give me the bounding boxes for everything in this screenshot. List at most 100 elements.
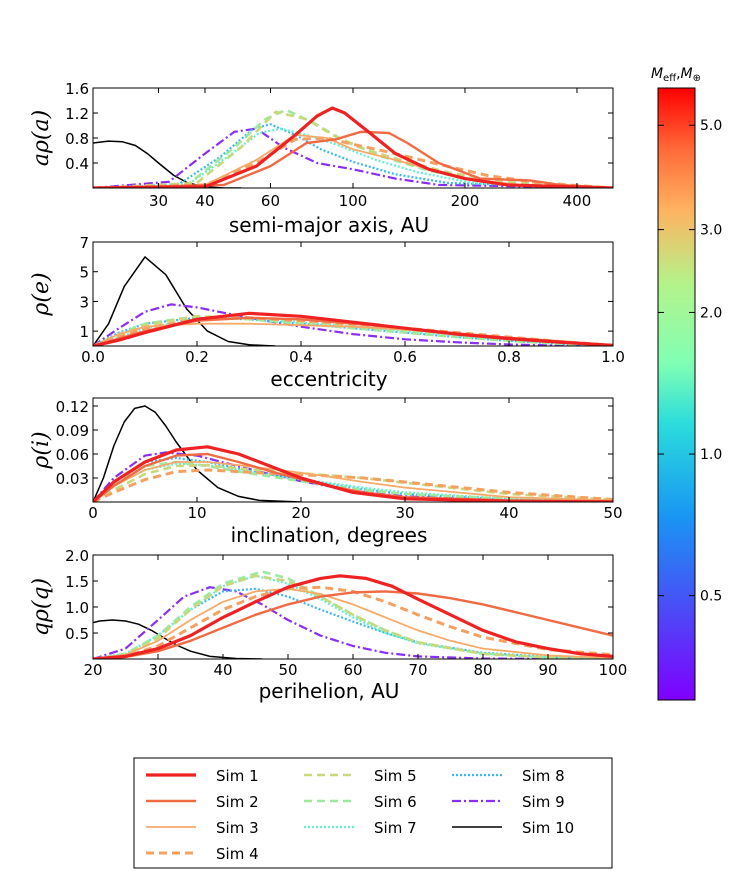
colorbar-tick-label: 3.0 [700,223,722,239]
legend-item-sim-10: Sim 10 [452,819,574,837]
legend-item-sim-2: Sim 2 [146,793,259,811]
inclination-ytick-label: 0.09 [56,422,89,440]
inclination-xtick-label: 20 [291,504,310,522]
perihelion-line-sim-9 [93,586,613,659]
panel-semimajor: 30 40 60 100 200 400 0.4 0.8 1.2 1.6 semi-major ax… [29,80,614,237]
eccentricity-ytick-label: 7 [79,234,89,252]
inclination-xtick-label: 10 [187,504,206,522]
semimajor-line-sim-1 [93,106,613,188]
semimajor-line-sim-4 [93,136,613,188]
semimajor-xtick-label: 200 [451,192,480,210]
eccentricity-ytick-label: 5 [79,264,89,282]
semimajor-series [93,106,613,188]
perihelion-xtick-label: 90 [538,661,557,679]
colorbar-ticks: 5.0 3.0 2.0 1.0 0.5 [658,118,722,605]
semimajor-xlabel: semi-major axis, AU [229,213,429,237]
semimajor-line-sim-8 [93,123,613,188]
semimajor-xtick-label: 60 [261,192,280,210]
eccentricity-ylabel: ρ(e) [29,272,54,316]
perihelion-ytick-label: 1.0 [65,599,89,617]
legend-label: Sim 5 [374,767,417,785]
inclination-xtick-label: 0 [88,504,98,522]
semimajor-ytick-label: 0.4 [65,155,89,173]
legend-item-sim-7: Sim 7 [304,819,417,837]
perihelion-xtick-label: 60 [343,661,362,679]
semimajor-xtick-label: 30 [149,192,168,210]
perihelion-ylabel: qρ(q) [29,578,54,636]
perihelion-xtick-label: 30 [148,661,167,679]
legend-item-sim-6: Sim 6 [304,793,417,811]
eccentricity-axes-frame [92,241,614,347]
perihelion-xlabel: perihelion, AU [259,679,400,703]
legend-item-sim-4: Sim 4 [146,845,259,863]
perihelion-line-sim-4 [93,585,613,659]
semimajor-xtick-label: 40 [195,192,214,210]
colorbar-tick-label: 2.0 [700,305,722,321]
legend-item-sim-9: Sim 9 [452,793,565,811]
eccentricity-series [93,256,613,346]
semimajor-ytick-label: 1.2 [65,105,89,123]
legend-label: Sim 7 [374,819,417,837]
legend-item-sim-3: Sim 3 [146,819,259,837]
semimajor-xtick-label: 400 [563,192,592,210]
semimajor-line-sim-5 [93,110,613,188]
legend-label: Sim 9 [522,793,565,811]
inclination-xtick-label: 50 [603,504,622,522]
eccentricity-ytick-label: 3 [79,293,89,311]
panel-inclination: 0 10 20 30 40 50 0.03 0.06 0.09 0.12 inclination, … [29,397,623,547]
eccentricity-ytick-label: 1 [79,323,89,341]
eccentricity-xtick-label: 0.6 [393,348,417,366]
colorbar: Meff,M⊕ 5.0 3.0 2.0 1.0 0.5 [651,66,722,701]
legend-box [133,757,613,869]
legend-items: Sim 1 Sim 2 Sim 3 Sim 4 Sim 5 Sim 6 Sim 7 Sim 8… [146,767,574,863]
legend-item-sim-8: Sim 8 [452,767,565,785]
eccentricity-xtick-label: 0.2 [185,348,209,366]
semimajor-line-sim-9 [93,127,613,188]
semimajor-ylabel: aρ(a) [29,110,54,166]
colorbar-tick-label: 5.0 [700,118,722,134]
legend-label: Sim 1 [216,767,259,785]
perihelion-xtick-label: 100 [599,661,628,679]
semimajor-xtick-label: 100 [339,192,368,210]
inclination-ytick-label: 0.03 [56,470,89,488]
inclination-line-sim-5 [93,463,613,502]
legend-label: Sim 8 [522,767,565,785]
legend: Sim 1 Sim 2 Sim 3 Sim 4 Sim 5 Sim 6 Sim 7 Sim 8… [133,757,613,869]
colorbar-gradient [657,87,696,701]
inclination-ytick-label: 0.06 [56,446,89,464]
inclination-series [93,405,613,502]
inclination-ytick-label: 0.12 [56,398,89,416]
inclination-line-sim-10 [93,405,302,502]
eccentricity-xtick-label: 0.4 [289,348,313,366]
legend-label: Sim 4 [216,845,259,863]
perihelion-ytick-label: 1.5 [65,573,89,591]
perihelion-line-sim-3 [93,587,613,659]
inclination-xtick-label: 30 [395,504,414,522]
inclination-line-sim-1 [93,445,613,502]
legend-label: Sim 6 [374,793,417,811]
perihelion-ytick-label: 2.0 [65,547,89,565]
legend-item-sim-1: Sim 1 [146,767,259,785]
eccentricity-xlabel: eccentricity [270,367,387,391]
semimajor-line-sim-2 [93,130,613,188]
perihelion-ytick-label: 0.5 [65,625,89,643]
semimajor-ytick-label: 1.6 [65,80,89,98]
perihelion-line-sim-2 [93,590,613,659]
eccentricity-line-sim-1 [93,311,613,346]
perihelion-xtick-label: 80 [473,661,492,679]
eccentricity-xtick-label: 0.0 [81,348,105,366]
legend-item-sim-5: Sim 5 [304,767,417,785]
eccentricity-line-sim-10 [93,256,276,346]
panel-perihelion: 20 30 40 50 60 70 80 90 100 0.5 1.0 1.5 2.0 perihelio… [29,547,627,703]
inclination-xtick-label: 40 [499,504,518,522]
semimajor-line-sim-7 [93,127,613,188]
legend-label: Sim 10 [522,819,574,837]
colorbar-tick-label: 1.0 [700,447,722,463]
colorbar-label: Meff,M⊕ [651,66,701,84]
semimajor-ytick-label: 0.8 [65,130,89,148]
legend-label: Sim 2 [216,793,259,811]
perihelion-xtick-label: 20 [83,661,102,679]
inclination-axes-frame [92,397,614,503]
